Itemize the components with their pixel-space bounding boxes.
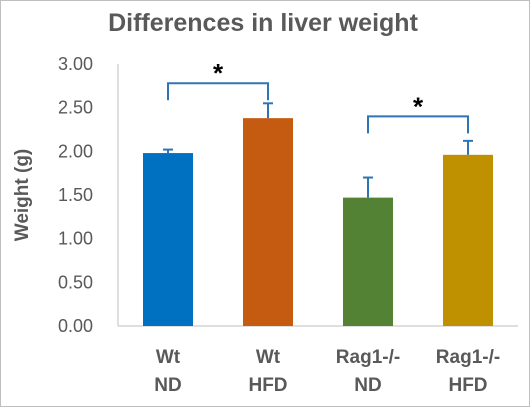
significance-marker: * — [413, 91, 424, 121]
bar — [443, 154, 493, 326]
significance-marker: * — [213, 58, 224, 88]
chart-title: Differences in liver weight — [108, 9, 418, 37]
x-tick-label: Wt — [256, 347, 281, 368]
x-tick-label: Wt — [156, 347, 181, 368]
bar — [143, 153, 193, 326]
y-tick-label: 2.00 — [58, 141, 93, 161]
bar — [243, 118, 293, 326]
x-tick-label: ND — [154, 375, 181, 396]
significance-bracket — [167, 82, 269, 101]
x-tick-label: HFD — [448, 375, 487, 396]
y-tick-label: 0.50 — [58, 272, 93, 292]
significance-brackets: ** — [167, 58, 469, 134]
bar — [343, 197, 393, 326]
y-tick-label: 0.00 — [58, 316, 93, 336]
x-tick-label: HFD — [248, 375, 287, 396]
y-tick-label: 1.00 — [58, 229, 93, 249]
y-tick-label: 2.50 — [58, 98, 93, 118]
y-tick-label: 3.00 — [58, 54, 93, 74]
y-axis-ticks: 0.00 0.50 1.00 1.50 2.00 2.50 3.00 — [58, 54, 93, 336]
y-axis-label: Weight (g) — [12, 149, 33, 242]
x-tick-label: Rag1-/- — [336, 347, 400, 368]
y-tick-label: 1.50 — [58, 185, 93, 205]
x-axis-ticks: Wt ND Wt HFD Rag1-/- ND Rag1-/- HFD — [154, 347, 500, 396]
error-bars — [163, 102, 473, 198]
bars — [143, 118, 493, 326]
significance-bracket — [367, 115, 469, 134]
x-tick-label: Rag1-/- — [436, 347, 500, 368]
x-tick-label: ND — [354, 375, 381, 396]
